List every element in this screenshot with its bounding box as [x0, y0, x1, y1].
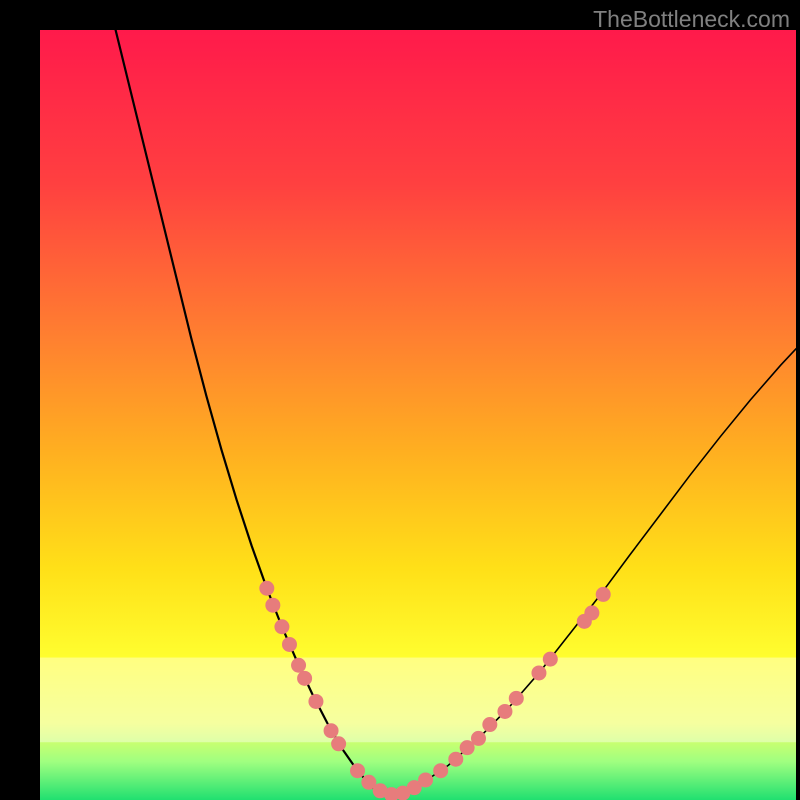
marker-left — [274, 619, 289, 634]
marker-right — [471, 731, 486, 746]
marker-right — [509, 691, 524, 706]
marker-right — [543, 652, 558, 667]
marker-right — [531, 665, 546, 680]
marker-right — [584, 605, 599, 620]
watermark-text: TheBottleneck.com — [593, 6, 790, 33]
marker-right — [497, 704, 512, 719]
marker-right — [448, 752, 463, 767]
marker-bottom — [418, 772, 433, 787]
marker-left — [297, 671, 312, 686]
marker-left — [265, 598, 280, 613]
plot-svg — [40, 30, 796, 800]
marker-left — [291, 658, 306, 673]
marker-left — [331, 736, 346, 751]
marker-left — [282, 637, 297, 652]
marker-left — [308, 694, 323, 709]
plot-area — [40, 30, 796, 800]
marker-left — [324, 723, 339, 738]
pale-band — [40, 658, 796, 743]
marker-right — [433, 763, 448, 778]
marker-right — [596, 587, 611, 602]
marker-bottom — [350, 763, 365, 778]
marker-right — [482, 717, 497, 732]
marker-left — [259, 581, 274, 596]
